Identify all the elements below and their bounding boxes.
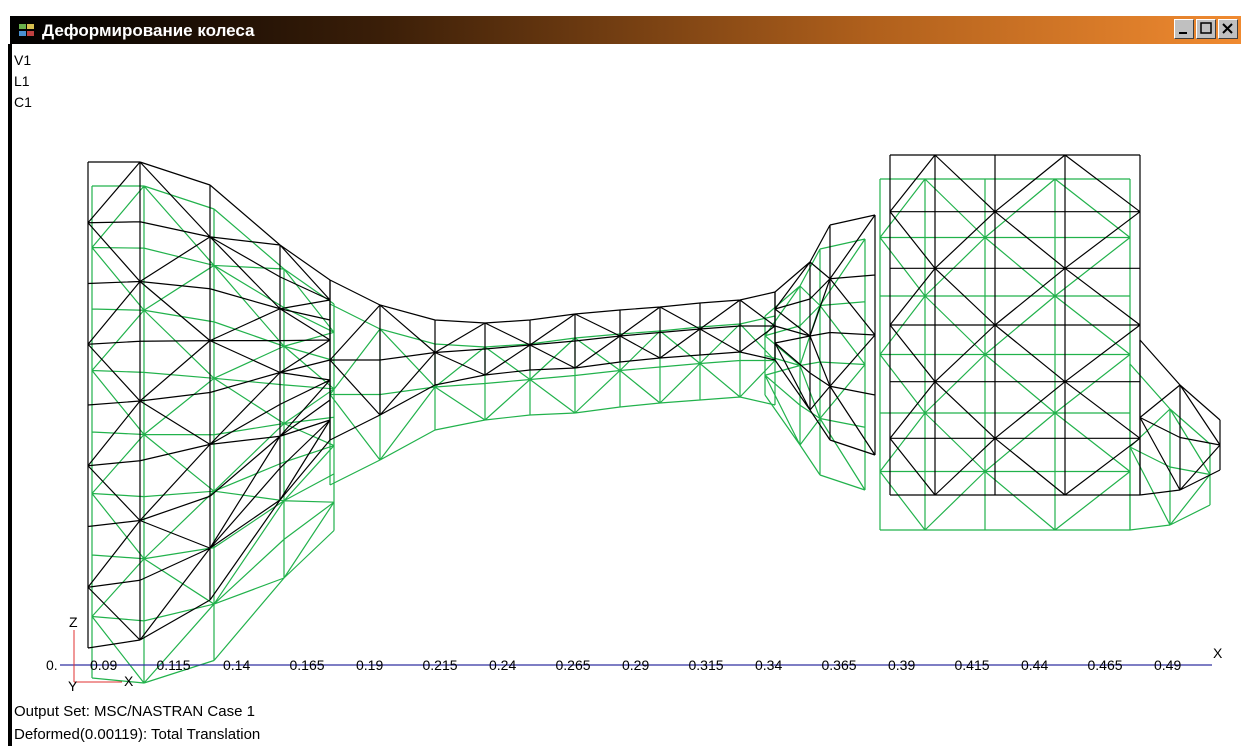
undeformed-mesh [88,162,330,648]
ruler-label: 0.49 [1154,657,1181,673]
ruler-label: 0.165 [290,657,325,673]
ruler-label: 0.265 [556,657,591,673]
triad-x-label: X [124,673,134,689]
triad-y-label: Y [68,678,78,694]
graphics-view: 0. 0.09 0.115 0.14 0.165 0.19 0.215 0.24 0.265 0.… [0,0,1241,746]
triad-z-label: Z [69,614,78,630]
view-label: C1 [14,94,32,110]
ruler-label: 0.115 [157,657,191,673]
deformed-mesh [880,179,1130,530]
ruler-label: 0. [46,657,58,673]
deformed-info: Deformed(0.00119): Total Translation [14,726,260,743]
ruler-end-label: X [1213,645,1223,661]
deformed-mesh [92,186,334,683]
ruler-label: 0.415 [955,657,990,673]
ruler-label: 0.215 [423,657,458,673]
femap-window: Деформирование колеса 0.0.090.1150.140.1… [0,0,1241,746]
deformed-mesh [1130,364,1210,530]
undeformed-mesh [890,155,1140,495]
output-set: Output Set: MSC/NASTRAN Case 1 [14,703,255,720]
ruler-label: 0.29 [622,657,649,673]
ruler-label: 0.44 [1021,657,1048,673]
view-label: L1 [14,73,30,89]
ruler-label: 0.39 [888,657,915,673]
mesh [88,155,1220,683]
deformed-mesh [330,304,775,485]
ruler-label: 0.19 [356,657,383,673]
ruler-label: 0.09 [90,657,117,673]
undeformed-mesh [330,280,775,440]
ruler-label: 0.315 [689,657,724,673]
ruler-label: 0.14 [223,657,250,673]
view-label: V1 [14,52,31,68]
ruler-label: 0.34 [755,657,782,673]
ruler-label: 0.465 [1088,657,1123,673]
ruler-label: 0.24 [489,657,516,673]
ruler-label: 0.365 [822,657,857,673]
